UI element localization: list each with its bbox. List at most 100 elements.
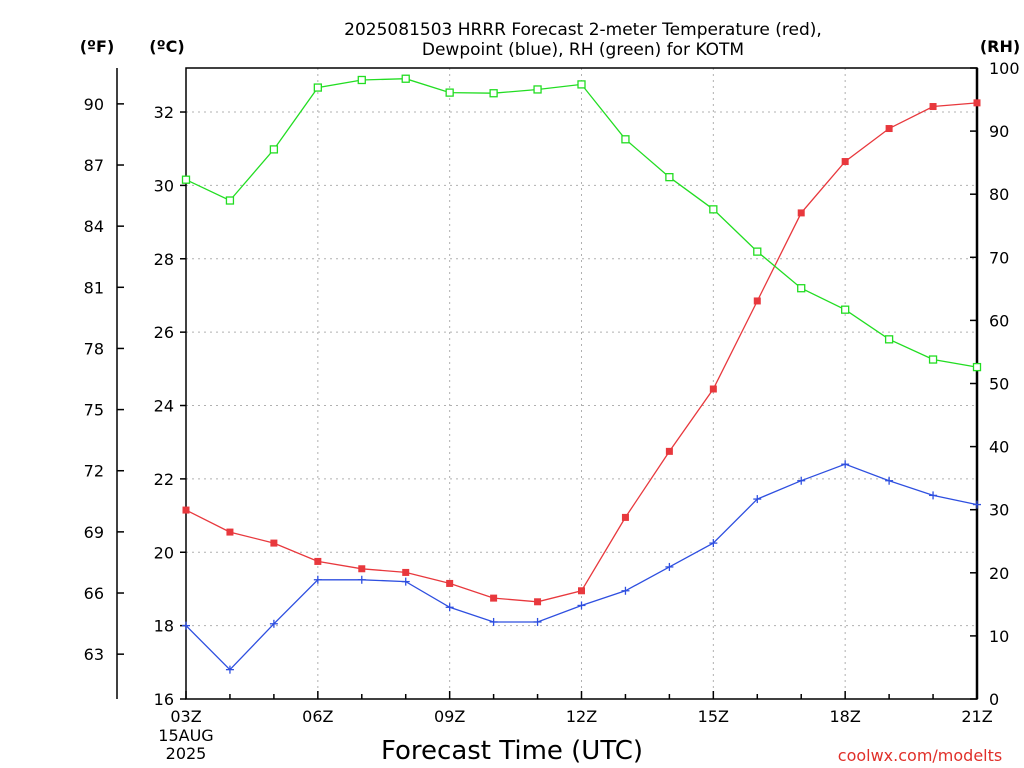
dewpoint-point xyxy=(225,665,234,674)
rh-point xyxy=(884,335,894,344)
series-line-rh xyxy=(185,78,978,368)
rh-tick-label: 40 xyxy=(989,438,1009,457)
x-date-year: 2025 xyxy=(166,744,207,763)
credit-label: coolwx.com/modelts xyxy=(838,746,1002,765)
fahrenheit-tick-label: 69 xyxy=(84,523,104,542)
rh-tick-label: 90 xyxy=(989,122,1009,141)
temperature-point xyxy=(797,209,805,217)
dewpoint-point xyxy=(973,500,981,509)
chart-title-line2: Dewpoint (blue), RH (green) for KOTM xyxy=(422,40,744,60)
dewpoint-point xyxy=(797,476,806,485)
x-tick-label: 12Z xyxy=(566,707,597,726)
celsius-tick-label: 22 xyxy=(154,470,174,489)
celsius-tick-label: 28 xyxy=(154,250,174,269)
rh-point xyxy=(577,80,586,89)
celsius-tick-label: 16 xyxy=(154,690,174,709)
fahrenheit-tick-label: 75 xyxy=(84,401,104,420)
temperature-point xyxy=(578,587,585,595)
dewpoint-point xyxy=(401,577,410,586)
celsius-tick-label: 24 xyxy=(154,397,174,416)
temperature-point xyxy=(753,297,761,305)
axes: 16 18 20 22 24 26 28 30 32 63 66 69 72 75 78 81 84 87 90 0 1… xyxy=(84,59,1020,726)
celsius-tick-label: 30 xyxy=(154,176,174,195)
dewpoint-point xyxy=(269,619,278,628)
fahrenheit-tick-label: 66 xyxy=(84,584,104,603)
rh-point xyxy=(665,173,674,182)
rh-point xyxy=(269,145,279,154)
chart-title-line1: 2025081503 HRRR Forecast 2-meter Tempera… xyxy=(344,20,822,40)
rh-point xyxy=(313,83,322,92)
temperature-point xyxy=(841,158,849,166)
fahrenheit-tick-label: 87 xyxy=(84,156,104,175)
rh-point xyxy=(841,305,850,314)
celsius-tick-label: 26 xyxy=(154,323,174,342)
rh-point xyxy=(357,75,366,85)
dewpoint-point xyxy=(357,575,366,584)
rh-point xyxy=(489,89,498,98)
dewpoint-point xyxy=(709,539,718,548)
dewpoint-point xyxy=(753,495,762,504)
rh-point xyxy=(709,205,718,214)
x-tick-label: 15Z xyxy=(698,707,729,726)
fahrenheit-tick-label: 84 xyxy=(84,217,104,236)
rh-point xyxy=(181,175,191,184)
celsius-tick-label: 20 xyxy=(154,543,174,562)
x-date-day: 15AUG xyxy=(158,726,213,745)
rh-point xyxy=(225,196,235,205)
series-rh xyxy=(181,74,982,372)
fahrenheit-tick-label: 72 xyxy=(84,462,104,481)
x-tick-label: 06Z xyxy=(302,707,333,726)
dewpoint-point xyxy=(665,562,674,571)
fahrenheit-tick-label: 63 xyxy=(84,645,104,664)
dewpoint-point xyxy=(182,621,190,630)
temperature-point xyxy=(973,99,981,107)
rh-unit-label: (RH) xyxy=(980,37,1020,56)
dewpoint-point xyxy=(533,617,542,626)
fahrenheit-unit-label: (ºF) xyxy=(80,37,115,56)
temperature-point xyxy=(358,565,366,573)
series xyxy=(181,74,982,674)
dewpoint-point xyxy=(621,586,630,595)
x-tick-label: 18Z xyxy=(830,707,861,726)
fahrenheit-tick-label: 78 xyxy=(84,339,104,358)
rh-tick-label: 100 xyxy=(989,59,1020,78)
dewpoint-point xyxy=(929,491,938,500)
temperature-point xyxy=(182,506,190,514)
rh-point xyxy=(621,135,630,144)
rh-tick-label: 20 xyxy=(989,564,1009,583)
celsius-tick-label: 18 xyxy=(154,617,174,636)
series-temperature xyxy=(182,99,981,606)
rh-tick-label: 0 xyxy=(989,690,999,709)
series-dewpoint xyxy=(182,460,981,674)
x-tick-label: 21Z xyxy=(961,707,992,726)
rh-tick-label: 50 xyxy=(989,375,1009,394)
rh-point xyxy=(533,85,542,94)
rh-point xyxy=(928,355,938,364)
temperature-point xyxy=(226,528,234,536)
temperature-point xyxy=(621,513,629,521)
rh-tick-label: 60 xyxy=(989,311,1009,330)
rh-point xyxy=(753,247,762,256)
dewpoint-point xyxy=(841,460,850,469)
rh-point xyxy=(445,88,454,97)
rh-tick-label: 80 xyxy=(989,185,1009,204)
dewpoint-point xyxy=(313,575,322,584)
x-axis-label: Forecast Time (UTC) xyxy=(381,736,643,766)
temperature-point xyxy=(446,579,454,587)
temperature-point xyxy=(270,539,278,547)
x-tick-label: 03Z xyxy=(170,707,201,726)
temperature-point xyxy=(665,447,673,455)
dewpoint-point xyxy=(885,476,894,485)
rh-tick-label: 10 xyxy=(989,627,1009,646)
temperature-point xyxy=(402,568,410,576)
rh-point xyxy=(401,74,410,83)
rh-point xyxy=(797,284,806,293)
temperature-point xyxy=(709,385,717,393)
fahrenheit-tick-label: 90 xyxy=(84,95,104,114)
temperature-point xyxy=(929,103,937,111)
dewpoint-point xyxy=(489,617,498,626)
rh-tick-label: 30 xyxy=(989,501,1009,520)
rh-tick-label: 70 xyxy=(989,248,1009,267)
dewpoint-point xyxy=(445,603,454,612)
